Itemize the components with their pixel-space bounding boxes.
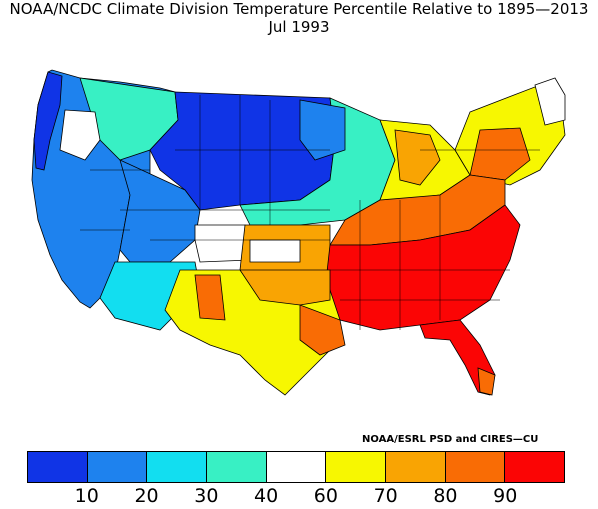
legend-tick-label: 70	[373, 485, 398, 507]
region-nm-orange	[194, 274, 226, 321]
legend-swatch	[207, 452, 267, 482]
legend-swatch	[28, 452, 88, 482]
legend-swatch	[505, 452, 565, 482]
region-florida	[419, 319, 496, 396]
region-kansas-white	[249, 239, 301, 263]
color-legend-ticks: 10 20 30 40 60 70 80 90	[27, 485, 565, 507]
region-coastal-nw	[33, 71, 63, 171]
legend-tick-label: 10	[74, 485, 99, 507]
region-gulf-orange	[299, 304, 346, 356]
region-minnesota	[299, 99, 346, 161]
legend-tick-label: 90	[493, 485, 518, 507]
region-lower-michigan	[394, 129, 441, 186]
color-legend-bar	[27, 451, 565, 483]
legend-swatch	[445, 452, 506, 482]
credit-text: NOAA/ESRL PSD and CIRES—CU	[362, 434, 539, 445]
region-oklahoma-orange	[239, 269, 331, 306]
region-white-nw	[59, 109, 101, 161]
map-title: NOAA/NCDC Climate Division Temperature P…	[0, 0, 598, 36]
legend-swatch	[266, 452, 327, 482]
legend-swatch	[326, 452, 387, 482]
legend-tick-label: 20	[134, 485, 159, 507]
region-ne-orange	[469, 127, 531, 181]
legend-swatch	[386, 452, 446, 482]
us-climate-division-map	[31, 69, 566, 396]
region-white-central	[194, 224, 251, 263]
legend-swatch	[147, 452, 208, 482]
title-line-1: NOAA/NCDC Climate Division Temperature P…	[9, 0, 589, 18]
region-south-florida	[477, 367, 496, 396]
legend-tick-label: 60	[313, 485, 338, 507]
legend-tick-label: 40	[254, 485, 279, 507]
region-southeast	[324, 204, 521, 331]
legend-swatch	[87, 452, 148, 482]
legend-tick-label: 80	[433, 485, 458, 507]
title-line-2: Jul 1993	[268, 18, 330, 36]
division-lines	[80, 95, 540, 330]
region-new-england-white	[534, 77, 566, 126]
legend-tick-label: 30	[194, 485, 219, 507]
